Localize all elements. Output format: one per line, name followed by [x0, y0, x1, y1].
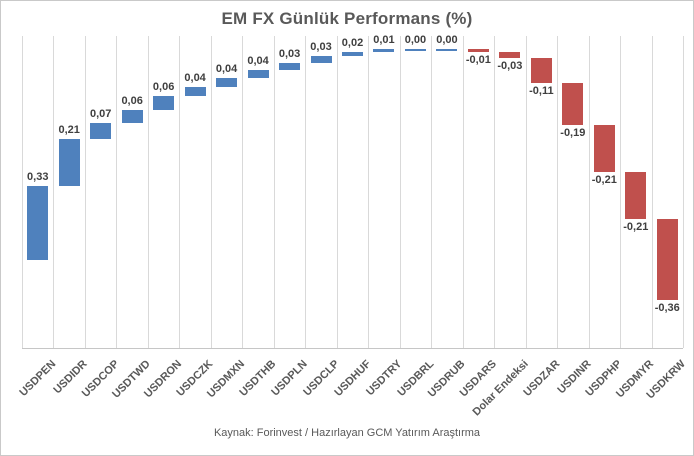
bar-value-label: -0,03 — [497, 60, 523, 73]
bar-usdpen — [27, 185, 49, 260]
bar-usdcop — [90, 123, 112, 139]
source-note: Kaynak: Forinvest / Hazırlayan GCM Yatır… — [213, 427, 481, 439]
bar-usdmyr — [625, 172, 647, 220]
bar-value-label: 0,02 — [341, 36, 364, 49]
bar-usdthb — [247, 69, 269, 79]
bar-value-label: -0,11 — [529, 84, 554, 97]
gridline — [148, 36, 149, 348]
gridline — [683, 36, 684, 348]
bar-usdars — [467, 49, 489, 52]
bar-value-label: -0,21 — [591, 174, 617, 187]
gridline — [242, 36, 243, 348]
bar-value-label: -0,01 — [465, 53, 491, 66]
bar-value-label: 0,04 — [215, 63, 238, 76]
bar-value-label: 0,07 — [89, 108, 112, 121]
bar-usdclp — [310, 56, 332, 63]
gridline — [337, 36, 338, 348]
bar-usdtry — [373, 49, 395, 52]
gridline — [368, 36, 369, 348]
gridline — [53, 36, 54, 348]
gridline — [463, 36, 464, 348]
gridline — [526, 36, 527, 348]
bar-value-label: 0,03 — [310, 41, 332, 54]
chart-title: EM FX Günlük Performans (%) — [221, 9, 473, 28]
gridline — [211, 36, 212, 348]
gridline — [400, 36, 401, 348]
bar-usdkrw — [656, 219, 678, 300]
bar-usdtwd — [121, 109, 143, 124]
plot-area: 0,33 0,21 0,07 0,06 0,06 0,04 0,04 0,04 0,03 0,03… — [22, 34, 684, 349]
bar-usdmxn — [216, 78, 238, 88]
bar-usdbrl — [404, 49, 426, 52]
gridline — [274, 36, 275, 348]
x-axis-label: Dolar Endeksi — [470, 358, 531, 419]
gridline — [431, 36, 432, 348]
gridline — [85, 36, 86, 348]
bar-usdinr — [562, 82, 584, 126]
bar-value-label: 0,04 — [247, 54, 269, 67]
gridline — [179, 36, 180, 348]
bar-value-label: 0,00 — [404, 34, 427, 47]
gridline — [589, 36, 590, 348]
bar-value-label: 0,04 — [184, 72, 206, 85]
bar-usdidr — [58, 138, 80, 186]
gridline — [557, 36, 558, 348]
bar-value-label: -0,36 — [654, 301, 680, 314]
x-axis-label: USDPEN — [17, 358, 59, 399]
bar-dolar-endeksi — [499, 51, 521, 59]
bar-value-label: 0,06 — [121, 94, 143, 107]
bar-value-label: 0,00 — [436, 34, 458, 47]
bar-value-label: -0,21 — [623, 221, 649, 234]
gridline — [305, 36, 306, 348]
bar-value-label: 0,21 — [58, 123, 80, 136]
gridline — [620, 36, 621, 348]
gridline — [22, 36, 23, 348]
bar-usdphp — [593, 125, 615, 173]
bar-usdron — [153, 96, 175, 110]
gridline — [494, 36, 495, 348]
bar-value-label: 0,01 — [373, 34, 395, 47]
bar-value-label: 0,03 — [278, 47, 301, 60]
bar-usdrub — [436, 49, 458, 52]
bar-usdczk — [184, 87, 206, 97]
bar-usdhuf — [342, 51, 363, 57]
bar-value-label: 0,06 — [152, 81, 175, 94]
bar-value-label: -0,19 — [560, 127, 586, 140]
gridline — [652, 36, 653, 348]
bar-usdpln — [279, 62, 301, 70]
bar-value-label: 0,33 — [27, 170, 49, 183]
bar-usdzar — [530, 58, 552, 83]
x-axis-labels: USDPEN USDIDR USDCOP USDTWD USDRON USDCZK USDM… — [17, 350, 687, 418]
gridline — [116, 36, 117, 348]
